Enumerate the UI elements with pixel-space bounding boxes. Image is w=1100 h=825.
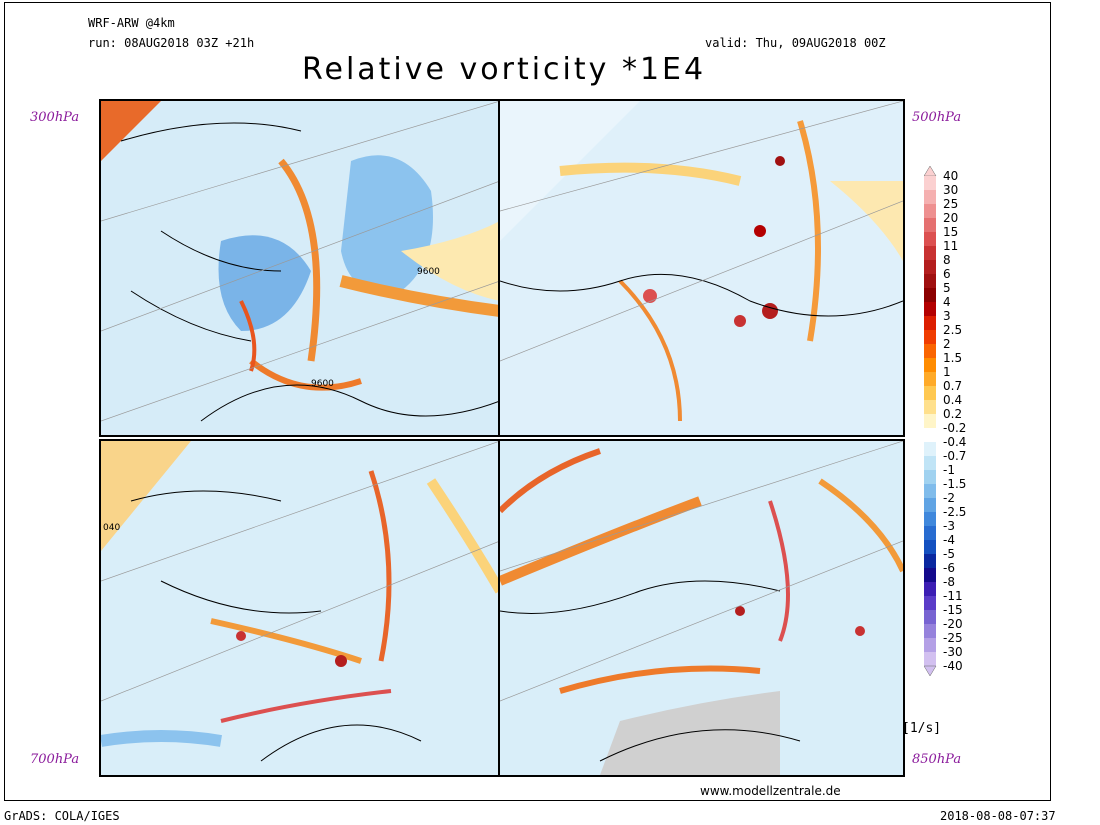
colorbar-tick-label: 0.4 [943,393,963,407]
colorbar-tick-label: 2 [943,337,951,351]
colorbar-swatch [924,624,936,638]
colorbar-tick-label: -0.7 [943,449,967,463]
colorbar-swatch [924,442,936,456]
colorbar-tick-label: 40 [943,169,959,183]
map-panel-500hpa [498,99,905,437]
level-label-300: 300hPa [30,110,80,125]
valid-label: valid: Thu, 09AUG2018 00Z [705,36,886,50]
level-label-700: 700hPa [30,752,80,767]
colorbar-tick-label: 20 [943,211,959,225]
vorticity-field-850hpa [500,441,903,775]
colorbar-tick-label: 1 [943,365,951,379]
vorticity-field-300hpa [101,101,500,435]
colorbar-tick-label: 25 [943,197,959,211]
level-label-850: 850hPa [912,752,962,767]
colorbar-swatch [924,204,936,218]
colorbar-swatch [924,568,936,582]
colorbar-tick-label: 0.7 [943,379,963,393]
colorbar-tick-label: -0.4 [943,435,967,449]
colorbar-swatch [924,288,936,302]
colorbar-tick-label: 30 [943,183,959,197]
run-label: run: 08AUG2018 03Z +21h [88,36,255,50]
level-label-500: 500hPa [912,110,962,125]
map-panel-850hpa [498,439,905,777]
colorbar-swatch [924,456,936,470]
colorbar-swatch [924,260,936,274]
colorbar-swatch [924,302,936,316]
site-credit: www.modellzentrale.de [700,784,841,798]
colorbar-swatch [924,218,936,232]
vorticity-field-700hpa [101,441,500,775]
colorbar-swatch [924,526,936,540]
colorbar-swatch [924,246,936,260]
colorbar-tick-label: -20 [943,617,963,631]
colorbar-tick-label: 5 [943,281,951,295]
colorbar-tick-label: 4 [943,295,951,309]
colorbar-swatch [924,414,936,428]
colorbar-swatch [924,582,936,596]
colorbar-tick-label: 1.5 [943,351,963,365]
map-panel-300hpa: 9600 9600 [99,99,502,437]
colorbar-swatch [924,596,936,610]
colorbar-tick-label: -1 [943,463,955,477]
colorbar-max-arrow [923,165,937,177]
colorbar-unit: [1/s] [902,721,942,736]
software-credit: GrADS: COLA/IGES [4,809,120,823]
colorbar-tick-label: -0.2 [943,421,967,435]
colorbar-tick-label: -8 [943,575,955,589]
colorbar-tick-label: 11 [943,239,959,253]
map-panel-700hpa: 040 [99,439,502,777]
colorbar-min-arrow [923,665,937,677]
colorbar-tick-label: -1.5 [943,477,967,491]
colorbar-swatch [924,652,936,666]
colorbar-tick-label: -40 [943,659,963,673]
colorbar-swatch [924,274,936,288]
colorbar-tick-label: -6 [943,561,955,575]
colorbar-tick-label: 3 [943,309,951,323]
colorbar-swatch [924,190,936,204]
colorbar-swatch [924,386,936,400]
colorbar-tick-label: 15 [943,225,959,239]
colorbar-swatch [924,610,936,624]
contour-label: 9600 [311,379,334,389]
page-title: Relative vorticity *1E4 [302,52,707,87]
contour-label: 9600 [417,267,440,277]
colorbar-swatches [923,165,937,677]
colorbar-tick-label: 2.5 [943,323,963,337]
vorticity-field-500hpa [500,101,903,435]
colorbar-swatch [924,232,936,246]
colorbar-swatch [924,344,936,358]
colorbar-tick-label: -4 [943,533,955,547]
colorbar-swatch [924,540,936,554]
colorbar-swatch [924,330,936,344]
colorbar-tick-label: -2 [943,491,955,505]
colorbar-tick-label: 6 [943,267,951,281]
timestamp: 2018-08-08-07:37 [940,809,1056,823]
colorbar-tick-label: 8 [943,253,951,267]
colorbar-swatch [924,176,936,190]
colorbar-tick-label: -3 [943,519,955,533]
colorbar-swatch [924,512,936,526]
colorbar-swatch [924,498,936,512]
colorbar [923,165,944,690]
colorbar-tick-label: -30 [943,645,963,659]
colorbar-tick-label: -5 [943,547,955,561]
colorbar-swatch [924,316,936,330]
colorbar-swatch [924,400,936,414]
colorbar-swatch [924,638,936,652]
colorbar-tick-label: 0.2 [943,407,963,421]
colorbar-swatch [924,372,936,386]
model-label: WRF-ARW @4km [88,16,175,30]
colorbar-tick-label: -11 [943,589,963,603]
colorbar-swatch [924,470,936,484]
contour-label: 040 [103,523,121,533]
colorbar-swatch [924,484,936,498]
colorbar-tick-label: -15 [943,603,963,617]
colorbar-swatch [924,358,936,372]
colorbar-tick-label: -2.5 [943,505,967,519]
colorbar-swatch [924,554,936,568]
colorbar-tick-label: -25 [943,631,963,645]
colorbar-swatch [924,428,936,442]
